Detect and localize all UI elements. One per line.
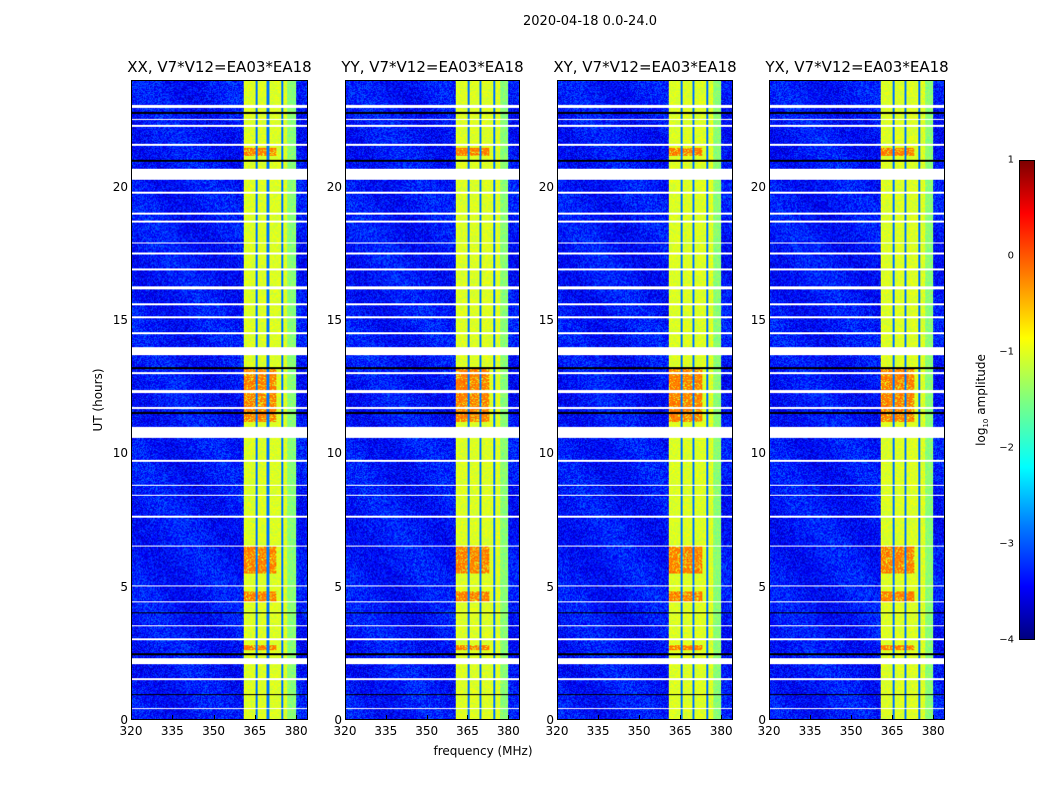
colorbar-tick-label: −4 bbox=[999, 634, 1014, 646]
x-tick-mark bbox=[557, 715, 558, 720]
x-tick-mark bbox=[508, 715, 510, 720]
y-tick-label: 15 bbox=[538, 313, 554, 327]
x-tick-label: 380 bbox=[284, 724, 308, 738]
x-tick-label: 380 bbox=[709, 724, 733, 738]
x-tick-mark bbox=[721, 715, 723, 720]
x-tick-mark bbox=[345, 715, 346, 720]
x-tick-mark bbox=[680, 715, 682, 720]
spectrogram-panel-1 bbox=[345, 80, 520, 720]
heatmap-image bbox=[132, 81, 307, 719]
x-tick-label: 350 bbox=[415, 724, 439, 738]
y-tick-label: 20 bbox=[326, 179, 342, 194]
x-tick-mark bbox=[851, 715, 853, 720]
colorbar-tick-label: −1 bbox=[999, 346, 1014, 358]
y-tick-label: 0 bbox=[120, 713, 128, 727]
x-tick-label: 380 bbox=[496, 724, 520, 738]
colorbar bbox=[1019, 160, 1035, 640]
y-tick-label: 10 bbox=[112, 446, 128, 461]
colorbar-tick-label: 0 bbox=[1007, 250, 1014, 262]
spectrogram-panel-0 bbox=[131, 80, 308, 720]
colorbar-tick-label: −2 bbox=[999, 442, 1014, 454]
x-tick-mark bbox=[213, 715, 215, 720]
x-tick-label: 320 bbox=[757, 724, 781, 738]
x-tick-label: 335 bbox=[586, 724, 610, 738]
x-tick-label: 365 bbox=[880, 724, 904, 738]
x-tick-label: 320 bbox=[333, 724, 357, 738]
x-tick-label: 350 bbox=[627, 724, 651, 738]
spectrogram-panel-3 bbox=[769, 80, 945, 720]
x-tick-mark bbox=[639, 715, 641, 720]
heatmap-image bbox=[770, 81, 944, 719]
panel-title: YX, V7*V12=EA03*EA18 bbox=[765, 58, 949, 76]
y-tick-label: 5 bbox=[546, 579, 554, 594]
x-tick-label: 320 bbox=[545, 724, 569, 738]
x-tick-label: 365 bbox=[243, 724, 267, 738]
x-tick-label: 365 bbox=[668, 724, 692, 738]
y-tick-label: 20 bbox=[112, 179, 128, 194]
y-tick-label: 0 bbox=[546, 713, 554, 727]
y-tick-label: 5 bbox=[120, 579, 128, 594]
x-tick-mark bbox=[172, 715, 174, 720]
y-tick-label: 0 bbox=[758, 713, 766, 727]
y-tick-label: 15 bbox=[326, 313, 342, 327]
x-tick-label: 335 bbox=[798, 724, 822, 738]
y-tick-label: 20 bbox=[750, 179, 766, 194]
y-tick-label: 15 bbox=[750, 313, 766, 327]
x-tick-label: 380 bbox=[921, 724, 945, 738]
y-tick-label: 5 bbox=[758, 579, 766, 594]
y-tick-label: 20 bbox=[538, 179, 554, 194]
colorbar-tick-label: −3 bbox=[999, 538, 1014, 550]
x-tick-mark bbox=[810, 715, 812, 720]
x-tick-label: 320 bbox=[119, 724, 143, 738]
heatmap-image bbox=[346, 81, 519, 719]
figure-title: 2020-04-18 0.0-24.0 bbox=[523, 14, 657, 29]
x-tick-mark bbox=[254, 715, 256, 720]
y-tick-label: 0 bbox=[334, 713, 342, 727]
panel-title: YY, V7*V12=EA03*EA18 bbox=[341, 58, 524, 76]
x-tick-mark bbox=[426, 715, 428, 720]
x-tick-mark bbox=[296, 715, 298, 720]
colorbar-tick-label: 1 bbox=[1007, 154, 1014, 166]
x-tick-mark bbox=[598, 715, 600, 720]
y-axis-label: UT (hours) bbox=[91, 368, 105, 432]
x-tick-label: 335 bbox=[160, 724, 184, 738]
y-tick-label: 15 bbox=[112, 313, 128, 327]
y-tick-label: 10 bbox=[538, 446, 554, 461]
colorbar-label: log10 amplitude bbox=[973, 354, 991, 446]
x-tick-mark bbox=[892, 715, 894, 720]
x-tick-mark bbox=[385, 715, 387, 720]
x-tick-label: 335 bbox=[374, 724, 398, 738]
spectrogram-panel-2 bbox=[557, 80, 733, 720]
x-axis-label: frequency (MHz) bbox=[433, 744, 533, 758]
heatmap-image bbox=[558, 81, 732, 719]
x-tick-mark bbox=[467, 715, 469, 720]
y-tick-label: 10 bbox=[326, 446, 342, 461]
panel-title: XY, V7*V12=EA03*EA18 bbox=[553, 58, 737, 76]
y-tick-label: 5 bbox=[334, 579, 342, 594]
x-tick-mark bbox=[769, 715, 770, 720]
panel-title: XX, V7*V12=EA03*EA18 bbox=[127, 58, 312, 76]
x-tick-mark bbox=[933, 715, 935, 720]
y-tick-label: 10 bbox=[750, 446, 766, 461]
x-tick-label: 365 bbox=[456, 724, 479, 738]
x-tick-label: 350 bbox=[839, 724, 863, 738]
x-tick-mark bbox=[131, 715, 132, 720]
x-tick-label: 350 bbox=[202, 724, 226, 738]
